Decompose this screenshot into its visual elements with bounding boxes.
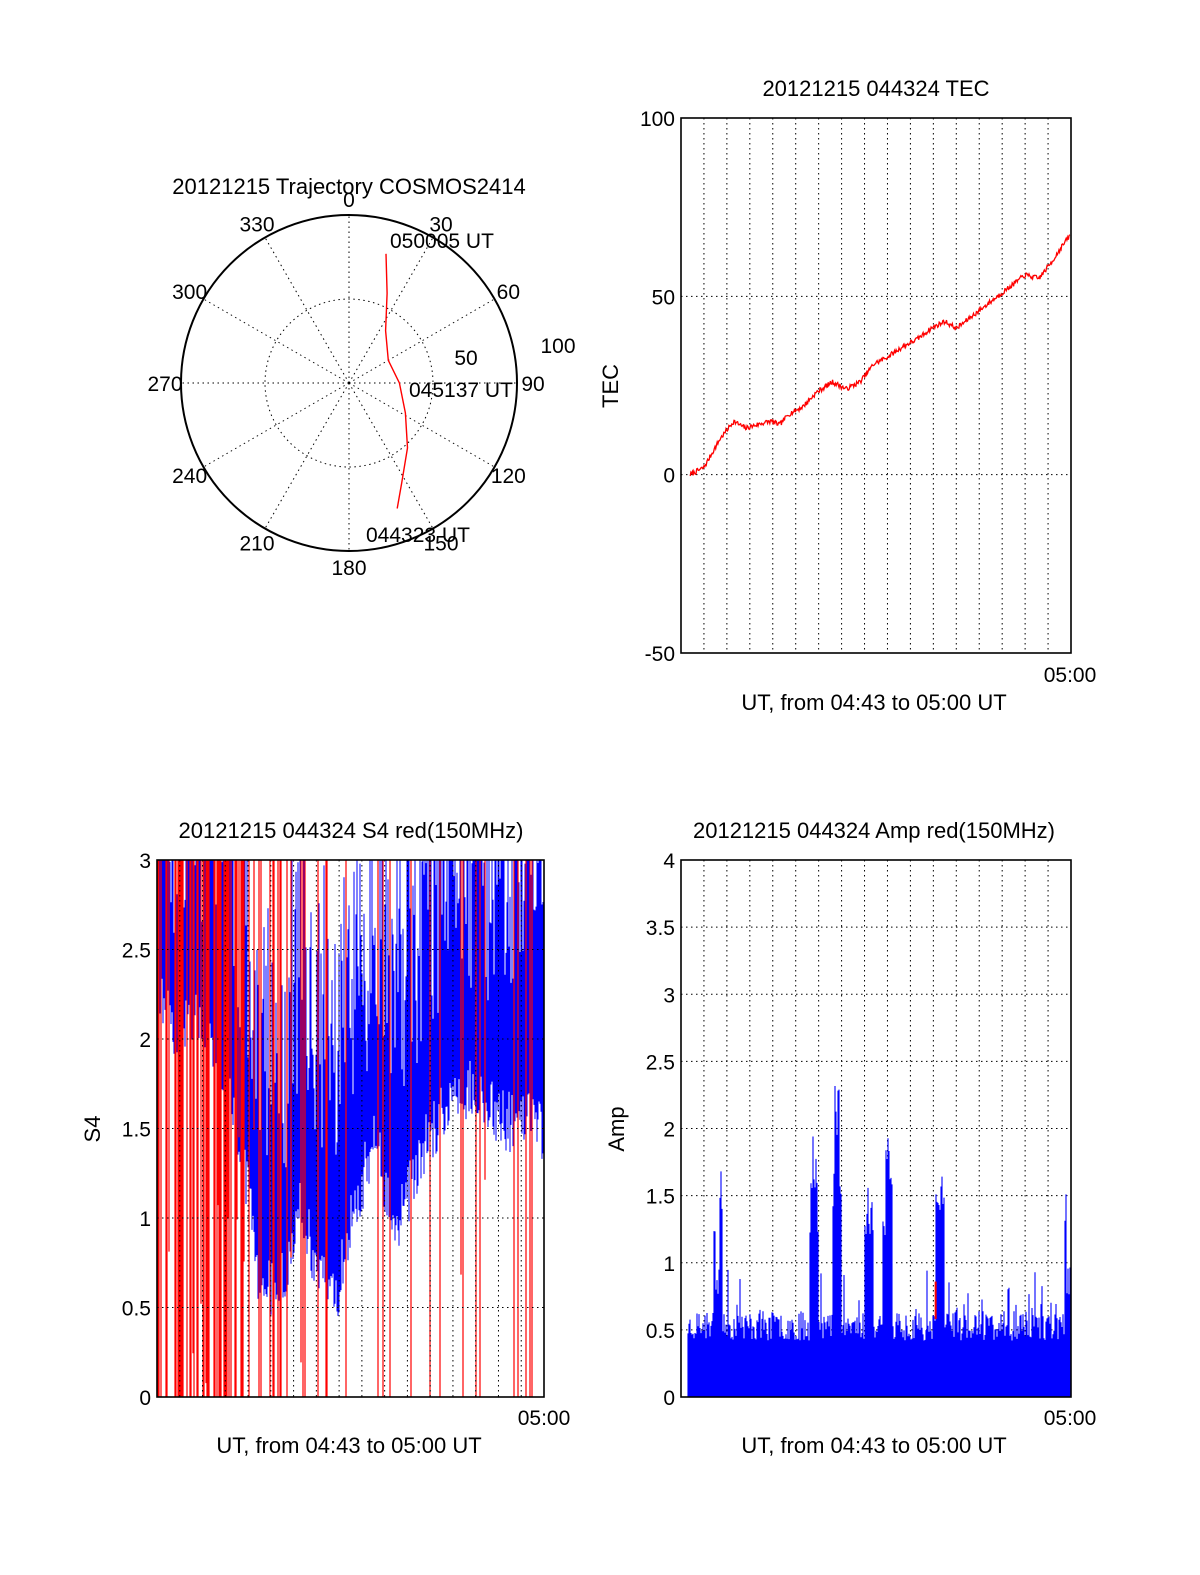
polar-azimuth-label-240: 240 [172, 465, 207, 488]
amp-title: 20121215 044324 Amp red(150MHz) [693, 818, 1055, 843]
polar-azimuth-label-270: 270 [147, 373, 182, 396]
polar-azimuth-label-0: 0 [343, 189, 355, 212]
amp-y-tick-8: 4 [663, 850, 675, 873]
polar-spoke-150 [348, 382, 434, 529]
s4-y-tick-4: 2 [139, 1029, 151, 1052]
amp-y-tick-4: 2 [663, 1119, 675, 1142]
trajectory-mid-time: 045137 UT [409, 379, 513, 402]
polar-azimuth-label-210: 210 [239, 532, 274, 555]
s4-y-tick-labels: 0 0.5 1 1.5 2 2.5 3 [122, 850, 151, 1410]
amp-y-tick-5: 2.5 [646, 1051, 675, 1074]
trajectory-end-time: 050005 UT [390, 230, 494, 253]
trajectory-title: 20121215 Trajectory COSMOS2414 [172, 174, 525, 199]
tec-horizontal-grid [681, 295, 1071, 476]
tec-y-tick-3: 100 [640, 108, 675, 131]
tec-plot-frame [680, 117, 1072, 654]
tec-panel: 20121215 044324 TEC -50 0 50 100 05:00 UT, … [598, 76, 1096, 715]
s4-y-tick-2: 1 [139, 1208, 151, 1231]
trajectory-track [384, 253, 409, 509]
polar-azimuth-label-60: 60 [497, 281, 520, 304]
tec-y-tick-1: 0 [663, 465, 675, 488]
polar-spokes [181, 215, 517, 551]
polar-spoke-120 [348, 382, 495, 468]
amp-y-tick-0: 0 [663, 1387, 675, 1410]
amp-y-tick-3: 1.5 [646, 1186, 675, 1209]
polar-azimuth-labels: 0 30 60 90 120 150 180 210 240 270 300 330 [147, 189, 544, 580]
polar-azimuth-label-150: 150 [423, 532, 458, 555]
amp-horizontal-grid [681, 926, 1071, 1331]
amp-y-tick-7: 3.5 [646, 917, 675, 940]
s4-plot-frame [156, 859, 545, 1398]
s4-y-tick-0: 0 [139, 1387, 151, 1410]
polar-radial-label-100: 100 [540, 335, 575, 358]
trajectory-panel: 20121215 Trajectory COSMOS2414 0 30 60 90 12… [147, 174, 575, 580]
tec-x-tick-label: 05:00 [1044, 664, 1097, 687]
polar-spoke-30 [348, 237, 434, 384]
amp-y-tick-6: 3 [663, 984, 675, 1007]
tec-title: 20121215 044324 TEC [762, 76, 989, 101]
polar-spoke-240 [203, 382, 350, 468]
tec-series-line [689, 234, 1071, 477]
polar-radial-label-50: 50 [454, 347, 477, 370]
amp-y-tick-2: 1 [663, 1253, 675, 1276]
s4-y-tick-3: 1.5 [122, 1119, 151, 1142]
tec-y-tick-0: -50 [645, 643, 675, 666]
amp-y-tick-1: 0.5 [646, 1320, 675, 1343]
polar-spoke-330 [264, 237, 350, 384]
amp-blue-trace [687, 1086, 1071, 1397]
tec-vertical-grid [703, 118, 1049, 653]
s4-panel: 20121215 044324 S4 red(150MHz) 0 0.5 1 1.5 2… [80, 818, 570, 1458]
polar-azimuth-label-120: 120 [491, 465, 526, 488]
s4-y-tick-1: 0.5 [122, 1298, 151, 1321]
s4-y-tick-5: 2.5 [122, 940, 151, 963]
polar-azimuth-label-330: 330 [239, 214, 274, 237]
amp-x-tick-label: 05:00 [1044, 1407, 1097, 1430]
polar-azimuth-label-90: 90 [521, 373, 544, 396]
polar-azimuth-label-300: 300 [172, 281, 207, 304]
polar-azimuth-label-180: 180 [331, 557, 366, 580]
amp-y-tick-labels: 0 0.5 1 1.5 2 2.5 3 3.5 4 [646, 850, 676, 1410]
s4-x-tick-label: 05:00 [518, 1407, 571, 1430]
tec-x-axis-label: UT, from 04:43 to 05:00 UT [741, 690, 1006, 715]
s4-title: 20121215 044324 S4 red(150MHz) [179, 818, 524, 843]
polar-spoke-300 [203, 298, 350, 384]
tec-y-tick-2: 50 [652, 286, 675, 309]
polar-azimuth-label-30: 30 [429, 214, 452, 237]
polar-spoke-60 [348, 298, 495, 384]
tec-y-tick-labels: -50 0 50 100 [640, 108, 675, 666]
amp-x-axis-label: UT, from 04:43 to 05:00 UT [741, 1433, 1006, 1458]
polar-outer-ring [180, 214, 518, 552]
s4-x-axis-label: UT, from 04:43 to 05:00 UT [216, 1433, 481, 1458]
amp-series [687, 1086, 1071, 1397]
trajectory-start-time: 044323 UT [366, 524, 470, 547]
amp-panel: 20121215 044324 Amp red(150MHz) 0 0.5 1 1.5… [604, 818, 1096, 1458]
s4-y-tick-6: 3 [139, 850, 151, 873]
polar-inner-ring [264, 298, 434, 468]
amp-y-axis-label: Amp [604, 1106, 629, 1151]
s4-series [157, 860, 544, 1397]
s4-y-axis-label: S4 [80, 1116, 105, 1143]
amp-plot-frame [680, 859, 1072, 1398]
tec-y-axis-label: TEC [598, 364, 623, 408]
